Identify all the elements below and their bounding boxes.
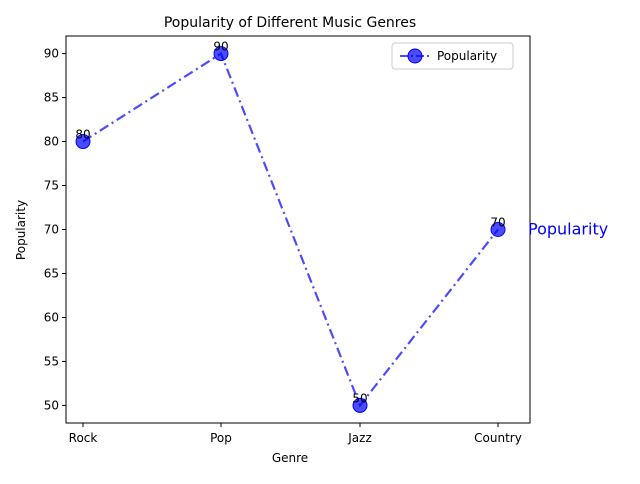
series-line — [82, 51, 499, 408]
legend: Popularity — [391, 42, 514, 70]
data-label: 70 — [490, 216, 505, 230]
chart-title: Popularity of Different Music Genres — [164, 15, 416, 31]
x-tick-label: Jazz — [347, 431, 372, 445]
y-tick-label: 65 — [44, 266, 59, 280]
y-tick-label: 90 — [44, 47, 59, 61]
y-tick-label: 75 — [44, 179, 59, 193]
x-tick-label: Country — [474, 431, 522, 445]
data-point-marker — [75, 134, 91, 150]
x-tick-label: Pop — [210, 431, 232, 445]
data-label: 90 — [213, 40, 228, 54]
legend-box — [391, 42, 514, 70]
y-tick-label: 85 — [44, 91, 59, 105]
data-point-marker — [490, 222, 506, 237]
y-tick-label: 60 — [44, 310, 59, 324]
y-axis-label: Popularity — [14, 200, 28, 260]
x-tick-label: Rock — [69, 431, 98, 445]
data-label: 80 — [75, 128, 90, 142]
plot-area-frame — [65, 35, 531, 424]
series-end-annotation: Popularity — [528, 220, 608, 239]
y-tick-label: 80 — [44, 135, 59, 149]
y-tick-label: 50 — [44, 398, 59, 412]
legend-entry-label: Popularity — [437, 49, 497, 63]
legend-marker — [407, 48, 423, 64]
y-tick-label: 55 — [44, 354, 59, 368]
data-point-marker — [352, 397, 368, 413]
x-axis-label: Genre — [272, 451, 308, 465]
data-point-marker — [213, 46, 229, 62]
data-label: 50 — [352, 391, 367, 405]
y-tick-label: 70 — [44, 223, 59, 237]
